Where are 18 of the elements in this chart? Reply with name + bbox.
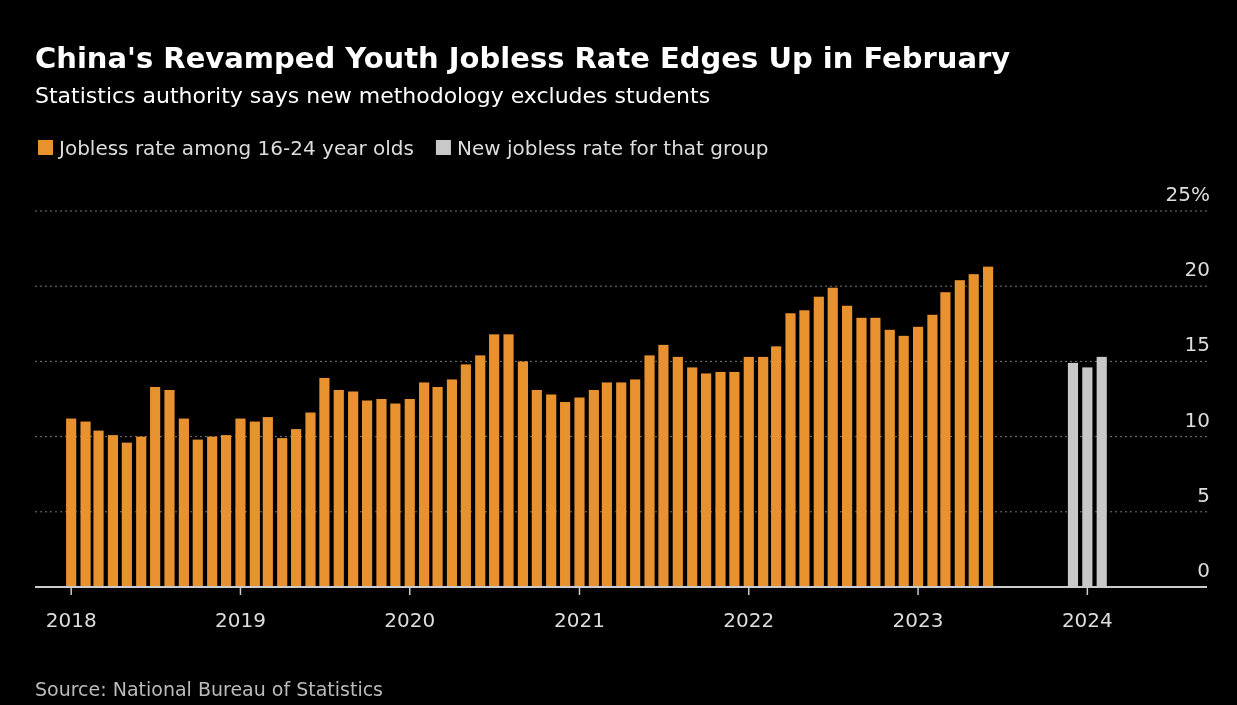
x-tick-label: 2019 [215, 608, 266, 632]
x-tick-label: 2018 [45, 608, 97, 632]
y-tick-label: 20 [1184, 257, 1210, 282]
chart-title: China's Revamped Youth Jobless Rate Edges Up in February [35, 41, 1011, 75]
x-tick-label: 2020 [384, 608, 436, 632]
y-tick-label: 0 [1197, 558, 1210, 582]
y-tick-label: 5 [1197, 482, 1210, 507]
legend-label: New jobless rate for that group [456, 136, 769, 160]
y-tick-label: 15 [1184, 332, 1210, 357]
x-tick-label: 2021 [554, 608, 605, 632]
chart-subtitle: Statistics authority says new methodology excludes students [35, 83, 711, 108]
y-tick-label: 10 [1184, 407, 1210, 432]
source-note: Source: National Bureau of Statistics [35, 678, 384, 700]
x-tick-label: 2023 [892, 608, 944, 632]
x-tick-label: 2024 [1061, 608, 1113, 632]
legend-label: Jobless rate among 16-24 year olds [57, 136, 414, 160]
x-tick-label: 2022 [723, 608, 775, 632]
y-tick-label: 25% [1165, 182, 1210, 206]
